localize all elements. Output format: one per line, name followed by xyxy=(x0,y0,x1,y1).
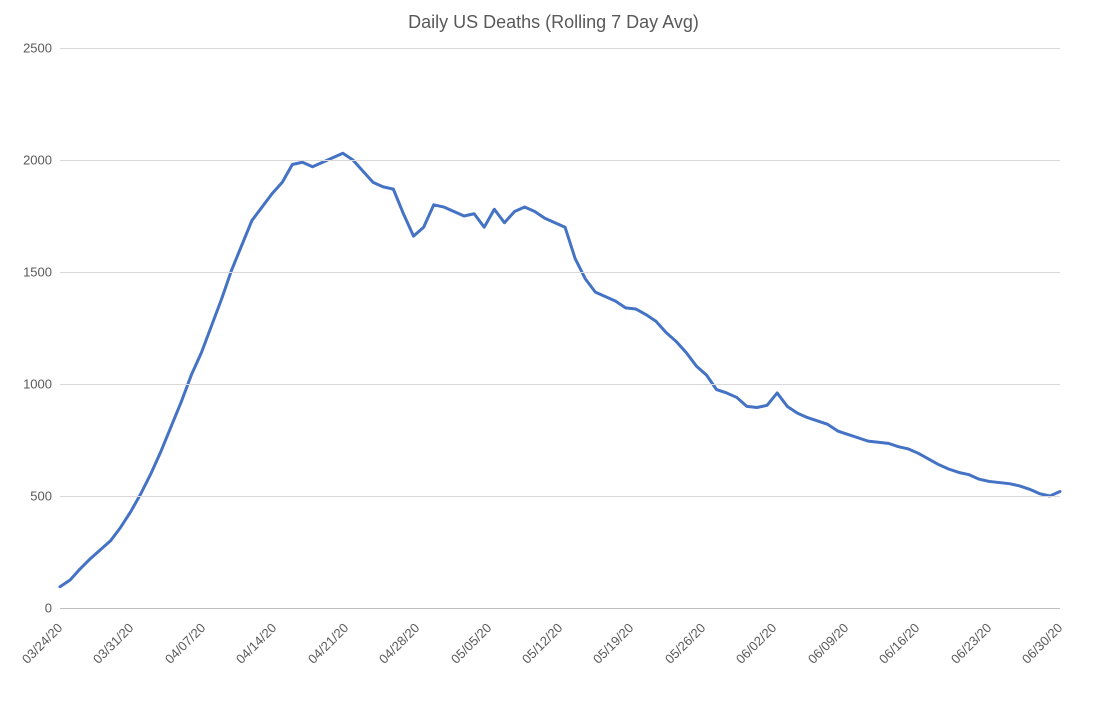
x-tick-label: 06/16/20 xyxy=(869,620,922,673)
x-tick-label: 04/28/20 xyxy=(369,620,422,673)
x-axis-labels: 03/24/2003/31/2004/07/2004/14/2004/21/20… xyxy=(60,612,1060,692)
x-tick-label: 06/09/20 xyxy=(798,620,851,673)
series-line xyxy=(60,153,1060,586)
chart-title: Daily US Deaths (Rolling 7 Day Avg) xyxy=(0,12,1107,33)
x-tick-label: 05/19/20 xyxy=(584,620,637,673)
x-tick-label: 06/23/20 xyxy=(941,620,994,673)
line-chart-svg xyxy=(60,48,1060,608)
gridline xyxy=(60,384,1060,385)
y-tick-label: 2000 xyxy=(7,153,52,168)
gridline xyxy=(60,272,1060,273)
x-tick-label: 04/07/20 xyxy=(155,620,208,673)
y-tick-label: 1500 xyxy=(7,265,52,280)
x-tick-label: 03/31/20 xyxy=(84,620,137,673)
x-tick-label: 04/14/20 xyxy=(227,620,280,673)
gridline xyxy=(60,160,1060,161)
x-tick-label: 06/02/20 xyxy=(727,620,780,673)
x-tick-label: 05/12/20 xyxy=(512,620,565,673)
plot-area xyxy=(60,48,1060,608)
y-tick-label: 500 xyxy=(7,489,52,504)
x-tick-label: 05/26/20 xyxy=(655,620,708,673)
y-tick-label: 0 xyxy=(7,601,52,616)
x-tick-label: 03/24/20 xyxy=(12,620,65,673)
y-tick-label: 2500 xyxy=(7,41,52,56)
x-tick-label: 06/30/20 xyxy=(1012,620,1065,673)
x-tick-label: 04/21/20 xyxy=(298,620,351,673)
gridline xyxy=(60,48,1060,49)
y-tick-label: 1000 xyxy=(7,377,52,392)
gridline xyxy=(60,608,1060,609)
gridline xyxy=(60,496,1060,497)
chart-container: Daily US Deaths (Rolling 7 Day Avg) 03/2… xyxy=(0,0,1107,706)
x-tick-label: 05/05/20 xyxy=(441,620,494,673)
